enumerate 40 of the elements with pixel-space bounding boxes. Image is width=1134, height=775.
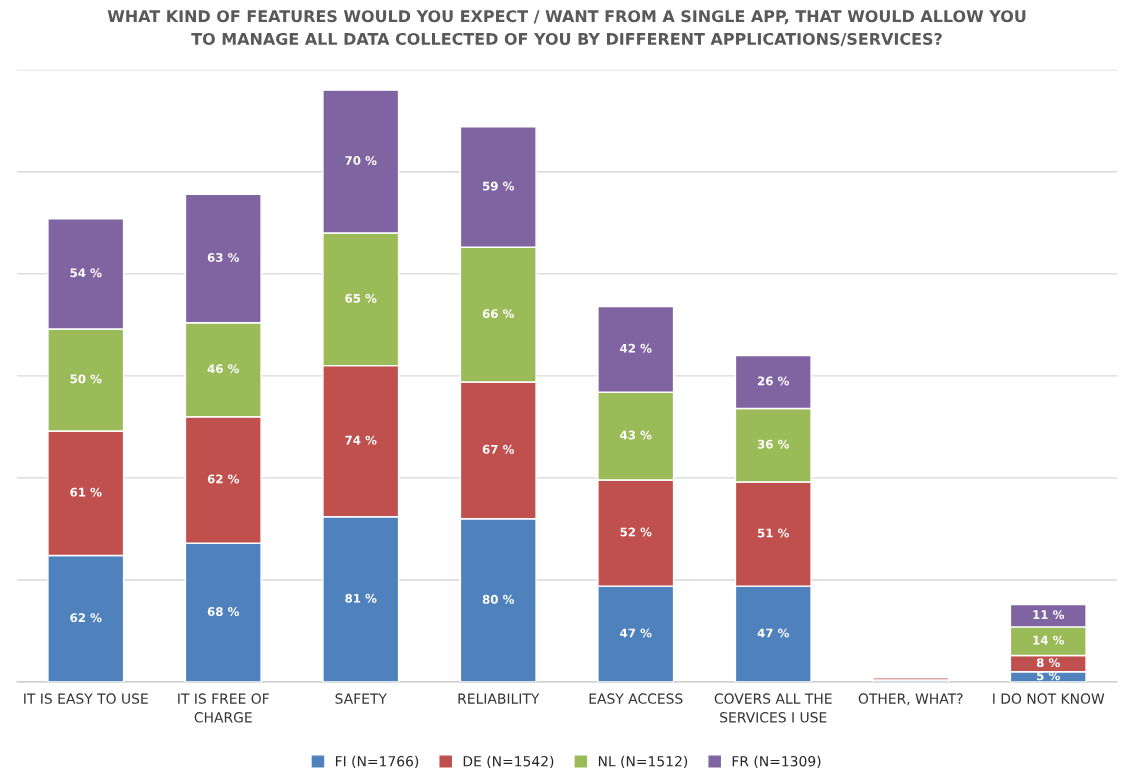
data-label: 43 % <box>620 430 652 440</box>
data-label: 11 % <box>1033 610 1065 620</box>
x-tick-label: IT IS EASY TO USE <box>24 693 148 704</box>
data-label: 14 % <box>1033 635 1065 645</box>
data-label: 8 % <box>1036 658 1060 668</box>
x-tick-label: IT IS FREE OF CHARGE <box>178 693 269 723</box>
data-label: 62 % <box>207 474 240 484</box>
legend-label: FR (N=1309) <box>732 755 821 769</box>
x-tick-label: I DO NOT KNOW <box>993 693 1105 704</box>
data-label: 74 % <box>345 435 377 445</box>
data-label: 70 % <box>345 156 377 166</box>
data-label: 42 % <box>620 343 652 353</box>
data-label: 61 % <box>70 487 102 497</box>
data-label: 59 % <box>482 181 515 191</box>
data-label: 66 % <box>482 309 515 319</box>
data-label: 36 % <box>757 439 790 449</box>
x-tick-label: EASY ACCESS <box>589 693 683 704</box>
legend-label: FI (N=1766) <box>335 755 419 769</box>
legend-label: NL (N=1512) <box>598 755 688 769</box>
data-label: 62 % <box>70 613 102 623</box>
legend-label: DE (N=1542) <box>463 755 554 769</box>
x-tick-label: OTHER, WHAT? <box>858 693 963 706</box>
data-label: 46 % <box>207 364 240 374</box>
data-label: 51 % <box>757 528 790 538</box>
data-label: 47 % <box>620 628 652 638</box>
chart-title: WHAT KIND OF FEATURES WOULD YOU EXPECT / WANT FROM A SINGLE APP, THAT WOULD ALLOW YOU TO MANAGE ALL DATA COLLECTED OF YOU BY DIFFERENT APPLICATIONS/SERVICES? <box>107 10 1026 47</box>
data-label: 52 % <box>620 527 652 537</box>
x-tick-label: RELIABILITY <box>458 693 540 704</box>
data-label: 67 % <box>482 444 515 454</box>
data-label: 26 % <box>758 376 790 386</box>
data-label: 47 % <box>757 628 790 638</box>
data-label: 80 % <box>482 594 515 604</box>
x-tick-label: COVERS ALL THE SERVICES I USE <box>714 693 832 723</box>
data-label: 68 % <box>207 607 240 617</box>
data-label: 65 % <box>345 293 377 303</box>
data-label: 81 % <box>345 593 377 603</box>
data-label: 50 % <box>70 374 102 384</box>
data-label: 54 % <box>70 268 102 278</box>
x-tick-label: SAFETY <box>335 693 387 704</box>
data-label: 63 % <box>207 253 240 262</box>
